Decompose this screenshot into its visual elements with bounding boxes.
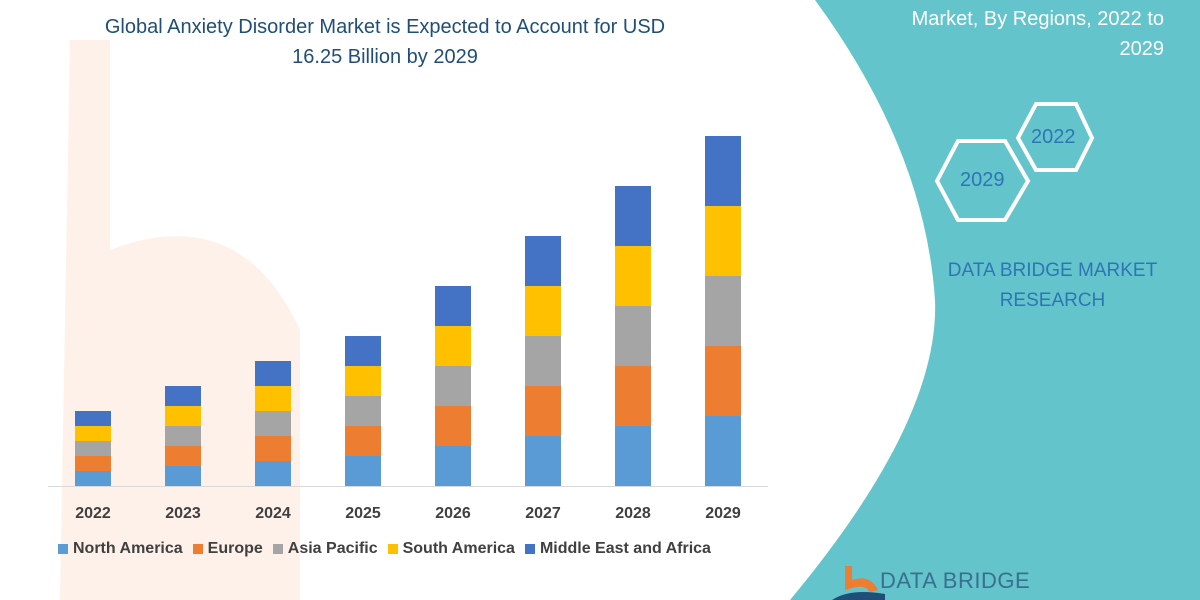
legend-label: South America — [402, 540, 515, 557]
bar-2029-europe — [705, 346, 741, 416]
side-title-line-2: 2029 — [1119, 38, 1165, 60]
bar-2028-europe — [615, 366, 651, 426]
legend-label: Middle East and Africa — [539, 540, 711, 557]
bar-2024-asia-pacific — [255, 411, 291, 436]
bar-2025-north-america — [345, 456, 381, 486]
stacked-bar-chart: 2022 2023 2024 2025 2026 2027 2028 2029 — [48, 136, 768, 522]
bar-2022-europe — [75, 456, 111, 471]
title-line-2: 16.25 Billion by 2029 — [292, 46, 478, 68]
bar-2024-south-america — [255, 386, 291, 411]
hexagon-2022 — [1015, 102, 1095, 172]
bar-2027-asia-pacific — [525, 336, 561, 386]
bar-2029-north-america — [705, 416, 741, 486]
bar-2024-europe — [255, 436, 291, 461]
x-tick-label: 2025 — [345, 505, 381, 522]
legend-label: Asia Pacific — [287, 540, 378, 557]
x-tick-label: 2029 — [705, 505, 741, 522]
teal-panel — [790, 0, 1200, 600]
legend: North America Europe Asia Pacific South … — [58, 540, 711, 558]
bar-2022-asia-pacific — [75, 441, 111, 456]
legend-label: Europe — [207, 540, 263, 557]
legend-swatch — [387, 544, 398, 554]
bar-2023-north-america — [165, 466, 201, 486]
bar-2026-asia-pacific — [435, 366, 471, 406]
x-tick-label: 2022 — [75, 505, 111, 522]
x-tick-label: 2024 — [255, 505, 291, 522]
logo-swoosh-icon — [832, 592, 885, 600]
bar-2022-south-america — [75, 426, 111, 441]
bar-2026-south-america — [435, 326, 471, 366]
legend-item-europe: Europe — [192, 540, 263, 558]
hexagon-label-2029: 2029 — [960, 169, 1005, 191]
bar-2022-north-america — [75, 471, 111, 486]
bar-2028-asia-pacific — [615, 306, 651, 366]
bar-2024-middle-east-and-africa — [255, 361, 291, 386]
bar-2029-asia-pacific — [705, 276, 741, 346]
bar-2025-asia-pacific — [345, 396, 381, 426]
brand-line-2: RESEARCH — [999, 290, 1106, 311]
watermark-logo — [60, 40, 300, 600]
bar-2023-south-america — [165, 406, 201, 426]
x-tick-label: 2027 — [525, 505, 561, 522]
legend-item-middle-east-africa: Middle East and Africa — [524, 540, 711, 558]
bar-2027-south-america — [525, 286, 561, 336]
legend-item-south-america: South America — [387, 540, 515, 558]
bar-2025-europe — [345, 426, 381, 456]
x-tick-label: 2023 — [165, 505, 201, 522]
hexagon-2029 — [934, 139, 1031, 222]
bar-2026-north-america — [435, 446, 471, 486]
brand-line-1: DATA BRIDGE MARKET — [947, 260, 1158, 281]
legend-item-north-america: North America — [58, 540, 183, 558]
legend-swatch — [272, 544, 283, 554]
bar-2023-europe — [165, 446, 201, 466]
bar-2027-middle-east-and-africa — [525, 236, 561, 286]
legend-item-asia-pacific: Asia Pacific — [272, 540, 378, 558]
legend-swatch — [192, 544, 203, 554]
side-title: Market, By Regions, 2022 to 2029 — [844, 4, 1164, 64]
bar-2027-north-america — [525, 436, 561, 486]
bar-2028-north-america — [615, 426, 651, 486]
logo-text: DATA BRIDGE — [880, 568, 1031, 593]
logo-icon — [845, 566, 878, 592]
bar-2029-south-america — [705, 206, 741, 276]
title-line-1: Global Anxiety Disorder Market is Expect… — [104, 16, 666, 38]
bar-2029-middle-east-and-africa — [705, 136, 741, 206]
bar-2025-middle-east-and-africa — [345, 336, 381, 366]
bar-2024-north-america — [255, 461, 291, 486]
side-title-line-1: Market, By Regions, 2022 to — [911, 8, 1164, 30]
chart-title: Global Anxiety Disorder Market is Expect… — [40, 12, 730, 72]
brand-text: DATA BRIDGE MARKET RESEARCH — [925, 256, 1180, 316]
bar-2025-south-america — [345, 366, 381, 396]
bar-2028-middle-east-and-africa — [615, 186, 651, 246]
legend-swatch — [58, 544, 68, 554]
x-tick-label: 2026 — [435, 505, 471, 522]
x-tick-label: 2028 — [615, 505, 651, 522]
bar-2023-asia-pacific — [165, 426, 201, 446]
bar-2023-middle-east-and-africa — [165, 386, 201, 406]
legend-label: North America — [73, 540, 183, 557]
bar-2028-south-america — [615, 246, 651, 306]
hexagon-label-2022: 2022 — [1031, 126, 1076, 148]
bar-2022-middle-east-and-africa — [75, 411, 111, 426]
bar-2027-europe — [525, 386, 561, 436]
bar-2026-middle-east-and-africa — [435, 286, 471, 326]
bar-2026-europe — [435, 406, 471, 446]
legend-swatch — [524, 544, 535, 554]
